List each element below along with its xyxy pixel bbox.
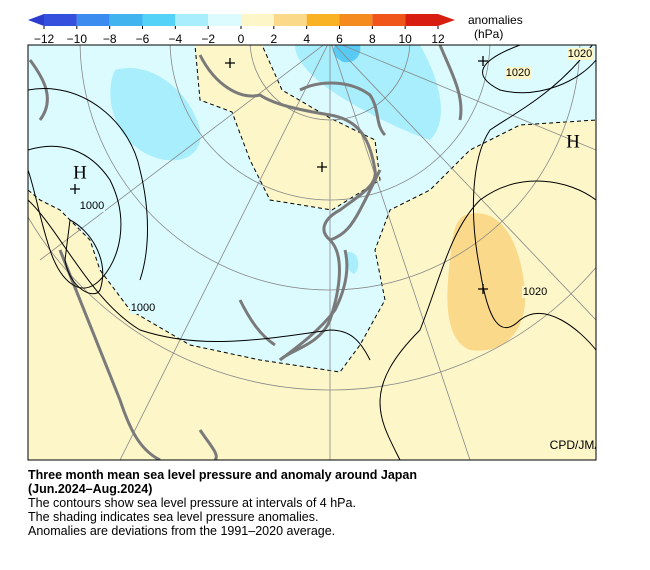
colorbar-title: anomalies <box>468 13 523 27</box>
colorbar <box>28 14 455 29</box>
caption-period: (Jun.2024–Aug.2024) <box>28 482 152 496</box>
high-marker: H <box>566 131 580 152</box>
center-marker <box>70 56 488 294</box>
caption-lines: The contours show sea level pressure at … <box>28 496 356 538</box>
colorbar-tick-label: −2 <box>201 32 215 46</box>
map: 1020 1020 1020 1000 1000 1000 1000 H H CPD/JMA <box>1 45 603 460</box>
contour-labels: 1020 1020 1020 1000 1000 1000 1000 H H <box>1 48 593 314</box>
contour <box>28 88 148 281</box>
colorbar-tick-label: 2 <box>270 32 277 46</box>
contour-label-bg <box>505 67 531 79</box>
colorbar-tick-label: 10 <box>398 32 412 46</box>
contour <box>379 180 596 460</box>
colorbar-tick-label: 8 <box>369 32 376 46</box>
colorbar-segment <box>76 14 110 26</box>
colorbar-tick-label: −12 <box>34 32 55 46</box>
contour-label: 1000 <box>4 174 28 186</box>
colorbar-end <box>28 14 44 26</box>
colorbar-segment <box>175 14 209 26</box>
colorbar-segment <box>109 14 143 26</box>
contour-label-bg <box>28 174 29 186</box>
colorbar-tick-label: 0 <box>238 32 245 46</box>
colorbar-tick-label: 12 <box>431 32 445 46</box>
contour-label-bg <box>130 302 156 314</box>
caption-line: Anomalies are deviations from the 1991–2… <box>28 524 335 538</box>
colorbar-segment <box>405 14 438 26</box>
colorbar-tick-label: 4 <box>303 32 310 46</box>
colorbar-tick-label: −6 <box>136 32 150 46</box>
colorbar-tick-label: −10 <box>67 32 88 46</box>
caption-title: Three month mean sea level pressure and … <box>28 468 417 482</box>
colorbar-tick-label: −8 <box>103 32 117 46</box>
contour-label: 1000 <box>80 200 104 212</box>
contour <box>472 45 596 351</box>
colorbar-end <box>438 14 455 26</box>
colorbar-unit: (hPa) <box>474 27 503 41</box>
coastline <box>279 249 349 362</box>
contour-label: 1020 <box>506 67 530 79</box>
anomaly-positive <box>194 45 381 211</box>
caption-line: The contours show sea level pressure at … <box>28 496 356 510</box>
colorbar-segment <box>44 14 77 26</box>
contour-label: 1000 <box>131 302 155 314</box>
anomaly-shade <box>447 213 526 351</box>
anomaly-shade <box>110 68 201 161</box>
contour <box>28 199 371 361</box>
contour-label: 1020 <box>568 48 592 60</box>
coastline <box>28 45 463 460</box>
colorbar-segment <box>306 14 340 26</box>
anomaly-shade <box>346 251 359 274</box>
caption-line: The shading indicates sea level pressure… <box>28 510 318 524</box>
contour <box>28 145 122 289</box>
colorbar-tick-label: 6 <box>336 32 343 46</box>
contour <box>64 219 104 295</box>
colorbar-segment <box>208 14 241 26</box>
contour <box>482 45 596 94</box>
high-marker: H <box>73 162 87 183</box>
colorbar-segment <box>273 14 307 26</box>
contour-label-bg <box>522 286 548 298</box>
contour-label: 1000 <box>2 116 26 128</box>
credit: CPD/JMA <box>550 438 603 452</box>
colorbar-segment <box>372 14 406 26</box>
contour-label-bg <box>567 48 593 60</box>
colorbar-tick-label: −4 <box>168 32 182 46</box>
colorbar-segment <box>142 14 176 26</box>
contour-label-bg <box>1 116 27 128</box>
map-frame <box>27 44 597 461</box>
colorbar-segment <box>339 14 373 26</box>
colorbar-segment <box>241 14 274 26</box>
graticule <box>39 45 596 460</box>
contour-label: 1020 <box>523 286 547 298</box>
contour-label-bg <box>79 200 105 212</box>
